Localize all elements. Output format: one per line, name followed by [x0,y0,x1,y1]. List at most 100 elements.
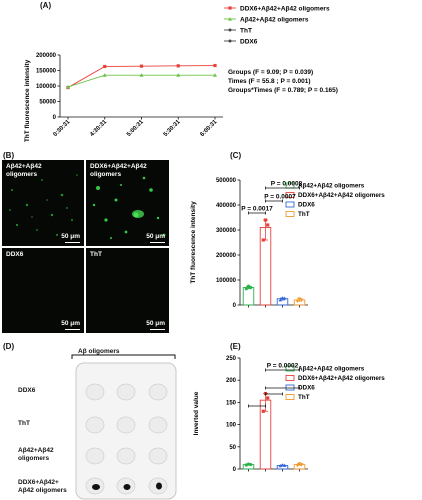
legend-label: DDX6 [240,38,258,45]
legend-label: DDX6+Aβ42+Aβ42 oligomers [298,375,385,382]
y-tick-label: 100 [226,423,237,429]
y-tick-label: 50 [229,445,236,451]
y-axis-label: ThT fluorescence intensity [190,201,197,284]
y-tick-label: 150000 [36,69,57,75]
data-point [261,238,265,242]
data-point [102,73,107,77]
legend-swatch [285,211,295,217]
micrograph-label-ddx6-abeta: DDX6+Aβ42+Aβ42 oligomers [90,163,147,178]
data-point [299,463,304,467]
micrograph-tht: ThT 50 μm [86,248,169,333]
panel-label-b: (B) [3,151,15,160]
data-point [266,223,270,227]
bar-chart-e: 0 50 100 150 200 250 Inverted value Aβ42+Aβ42 o… [193,356,385,473]
y-tick-label: 100000 [216,278,237,284]
anova-stat: Groups (F = 9.09; P = 0.039) [228,69,313,76]
panel-label-e: (E) [230,342,241,351]
y-tick-label: 200000 [36,53,57,59]
legend-swatch [285,192,295,198]
significance-label: P = 0.0007 [264,194,296,201]
data-point [299,298,304,302]
y-axis-label: ThT fluorescence intensity [24,59,31,142]
panel-label-c: (C) [230,151,242,160]
micrograph-label-tht: ThT [90,251,102,258]
dot-blot-row-ddx6-abeta: DDX6+Aβ42+ Aβ42 oligomers [18,479,67,494]
y-tick-label: 50000 [39,100,56,106]
data-point [278,464,283,468]
data-point [103,64,107,69]
data-point [278,298,283,302]
scale-label: 50 μm [61,320,80,327]
legend-marker [228,17,232,21]
y-tick-label: 500000 [216,178,237,184]
data-point [213,73,217,77]
y-tick-label: 0 [53,115,57,121]
data-point [295,464,300,468]
panel-label-d: (D) [3,342,15,351]
legend-swatch [285,375,295,381]
fluorescence-specks [92,176,166,239]
legend-swatch [285,384,295,391]
data-point [213,63,217,68]
dot-blot-panel: Aβ oligomers DDX6 ThT Aβ42+Aβ42 oligomer… [0,345,180,500]
anova-stat: Groups*Times (F = 0.789; P = 0.165) [228,87,338,94]
data-point [176,73,181,77]
x-tick-label: 5:30:31 [163,119,182,138]
data-point [263,218,268,222]
y-tick-label: 0 [233,303,237,309]
anova-stat: Times (F = 55.8 ; P = 0.001) [228,78,311,85]
data-point [295,299,300,304]
line-chart-a: 0 50000 100000 150000 200000 0:30:31 4:30:31 5:… [24,5,338,142]
series-line [67,74,215,88]
y-tick-label: 200000 [216,253,237,259]
data-point [249,285,253,290]
data-point [139,73,144,77]
scale-label: 50 μm [146,320,165,327]
significance-label: P = 0.0017 [241,206,273,213]
data-point [261,409,265,413]
legend-label: Aβ42+Aβ42 oligomers [298,183,365,190]
scale-bar [65,328,80,330]
y-tick-label: 100000 [36,84,57,90]
significance-label: P = 0.0002 [267,363,299,370]
legend-label: ThT [298,211,310,218]
legend-label: DDX6+Aβ42+Aβ42 oligomers [298,192,385,199]
legend-label: ThT [298,394,310,401]
y-tick-label: 250 [226,356,237,362]
x-tick-label: 4:30:31 [89,119,108,138]
data-point [244,287,248,291]
scale-bar [150,241,165,243]
x-tick-label: 6:00:31 [200,119,219,138]
y-axis-label: Inverted value [193,391,200,435]
data-point [139,64,144,68]
micrograph-ddx6-abeta: DDX6+Aβ42+Aβ42 oligomers 50 μm [86,160,169,246]
dot-blot-image [71,354,177,500]
scale-bar [150,328,165,330]
dot-blot-header: Aβ oligomers [78,348,120,355]
micrograph-label-ddx6: DDX6 [6,251,24,258]
fluorescence-specks [9,174,78,236]
significance-label: P = 0.0008 [271,181,303,188]
x-tick-label: 0:30:31 [53,119,72,138]
data-point [280,463,285,467]
legend-marker [228,28,232,32]
y-tick-label: 150 [226,400,237,406]
micrograph-abeta: Aβ42+Aβ42 oligomers 50 μm [2,160,84,246]
legend-label: DDX6+Aβ42+Aβ42 oligomers [240,5,330,12]
data-point [266,396,270,400]
data-point [297,297,302,301]
micrograph-ddx6: DDX6 50 μm [2,248,84,333]
dot-blot-row-ddx6: DDX6 [18,387,36,394]
micrograph-label-abeta: Aβ42+Aβ42 oligomers [6,163,42,178]
dot-blot-row-abeta: Aβ42+Aβ42 oligomers [18,447,54,462]
legend-label: Aβ42+Aβ42 oligomers [298,366,365,373]
legend-swatch [285,365,295,372]
y-tick-label: 200 [226,378,237,384]
legend-marker [228,6,232,10]
y-tick-label: 300000 [216,228,237,234]
legend-marker [228,39,232,43]
data-point [66,84,70,89]
panel-label-a: (A) [40,1,52,10]
scale-label: 50 μm [146,233,165,240]
scale-label: 50 μm [61,233,80,240]
